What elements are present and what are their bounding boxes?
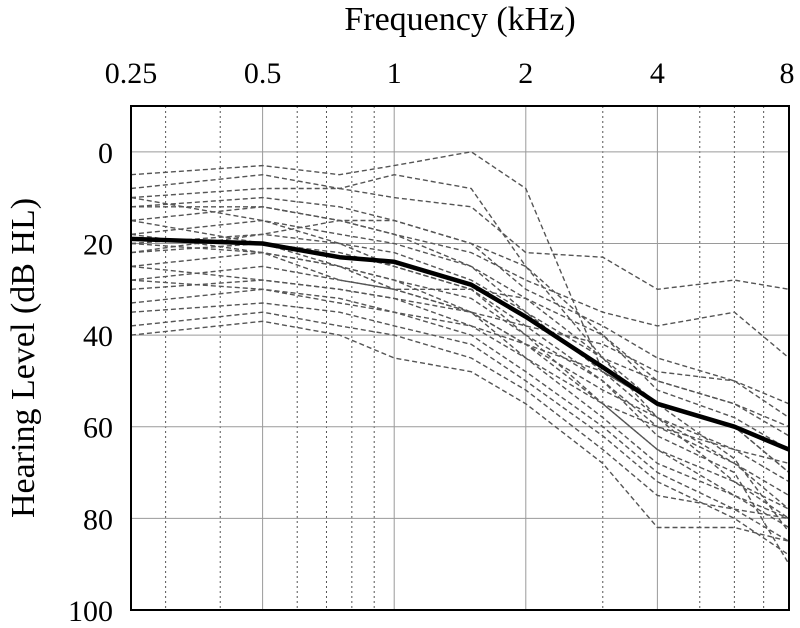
subject-line-8: [130, 242, 790, 497]
x-tick-labels: 0.25 0.5 1 2 4 8: [105, 57, 795, 90]
x-tick-label-5: 8: [780, 57, 795, 90]
y-axis-title: Hearing Level (dB HL): [5, 198, 42, 518]
x-tick-label-0: 0.25: [105, 57, 158, 90]
mean-series: [130, 236, 790, 452]
mean-line: [130, 236, 790, 452]
x-tick-label-1: 0.5: [244, 57, 282, 90]
subject-line-20: [130, 265, 790, 405]
subject-line-1: [130, 151, 790, 533]
y-tick-label-5: 100: [68, 595, 113, 628]
subject-line-15: [130, 320, 790, 542]
subject-line-23: [131, 206, 790, 510]
subject-line-12: [130, 288, 790, 542]
subject-line-22: [130, 279, 790, 465]
x-tick-label-4: 4: [650, 57, 665, 90]
subject-line-16: [130, 196, 790, 565]
y-tick-labels: 0 20 40 60 80 100: [68, 137, 113, 628]
plot-frame: [130, 105, 790, 611]
y-tick-label-0: 0: [98, 137, 113, 170]
y-tick-label-4: 80: [83, 503, 113, 536]
y-tick-label-3: 60: [83, 412, 113, 445]
x-axis-title: Frequency (kHz): [344, 1, 575, 38]
subject-line-19: [130, 219, 790, 451]
subject-line-3: [130, 187, 790, 291]
subject-line-14: [130, 311, 790, 520]
x-tick-label-3: 2: [518, 57, 533, 90]
plot-background: [131, 106, 789, 610]
y-tick-label-2: 40: [83, 320, 113, 353]
y-tick-label-1: 20: [83, 228, 113, 261]
x-tick-label-2: 1: [387, 57, 402, 90]
subject-line-13: [130, 302, 790, 556]
subject-line-2: [130, 173, 790, 510]
subject-series: [130, 151, 790, 565]
subject-line-4: [130, 196, 790, 419]
